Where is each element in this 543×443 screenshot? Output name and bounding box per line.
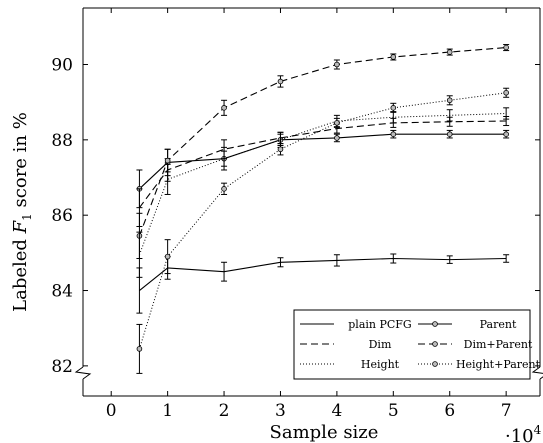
data-point xyxy=(221,186,227,192)
data-point xyxy=(390,105,397,111)
data-point xyxy=(277,146,284,153)
series-height xyxy=(136,107,510,278)
series-plain-pcfg xyxy=(136,253,510,314)
legend-marker xyxy=(432,361,438,367)
data-point xyxy=(136,346,143,352)
legend-label: Dim xyxy=(369,338,392,351)
x-axis-multiplier: ·104 xyxy=(505,423,542,443)
data-point xyxy=(334,61,340,68)
series-line xyxy=(138,92,507,350)
y-tick-label: 86 xyxy=(51,206,73,226)
series-height-parent xyxy=(136,87,510,374)
x-tick-label: 6 xyxy=(444,401,455,421)
y-tick-label: 84 xyxy=(51,282,73,302)
data-point xyxy=(503,89,509,96)
data-point xyxy=(164,157,171,164)
legend-entry: Dim xyxy=(300,338,392,351)
data-point xyxy=(334,120,340,126)
y-tick-label: 82 xyxy=(51,357,73,377)
legend-entry: plain PCFG xyxy=(300,318,412,331)
data-point xyxy=(446,49,453,55)
legend-label: Parent xyxy=(480,318,517,331)
legend-box xyxy=(293,309,531,380)
legend-entry: Dim+Parent xyxy=(418,338,533,351)
x-tick-label: 2 xyxy=(219,401,230,421)
series-line xyxy=(138,120,507,208)
plot-frame: 0 1 2 3 4 5 6 7 82 84 86 88 90 xyxy=(51,7,543,421)
legend-entry: Height+Parent xyxy=(418,358,541,371)
series-line xyxy=(138,47,507,237)
data-point xyxy=(277,78,284,85)
legend-marker xyxy=(432,321,438,327)
series-line xyxy=(138,112,507,255)
legend-entry: Parent xyxy=(418,318,517,331)
legend-marker xyxy=(432,341,438,347)
legend-label: Height+Parent xyxy=(456,358,541,371)
legend-entry: Height xyxy=(300,358,400,371)
x-tick-label: 5 xyxy=(388,401,399,421)
legend-label: Height xyxy=(361,358,400,371)
y-tick-label: 88 xyxy=(51,131,73,151)
data-point xyxy=(221,105,227,111)
x-tick-label: 7 xyxy=(501,401,512,421)
data-point xyxy=(334,135,340,141)
y-tick-label: 90 xyxy=(51,56,73,76)
data-point xyxy=(164,253,171,260)
x-tick-label: 3 xyxy=(275,401,286,421)
data-point xyxy=(446,131,453,137)
x-axis-label: Sample size xyxy=(270,422,379,443)
axis-break-left xyxy=(74,366,92,380)
legend: plain PCFG Parent Dim Dim+Parent Height Heigh… xyxy=(293,309,541,380)
axis-break-right xyxy=(531,366,543,380)
x-tick-label: 0 xyxy=(106,401,117,421)
series-dim xyxy=(136,115,510,227)
data-point xyxy=(390,131,397,137)
data-point xyxy=(503,131,509,137)
y-axis-label: Labeled F1 score in % xyxy=(10,112,34,312)
data-point xyxy=(446,97,453,104)
series-line xyxy=(139,257,507,291)
series-parent xyxy=(136,129,510,209)
series-layer xyxy=(136,44,510,374)
legend-label: Dim+Parent xyxy=(464,338,533,351)
data-point xyxy=(503,44,509,51)
x-tick-label: 1 xyxy=(162,401,173,421)
x-tick-label: 4 xyxy=(331,401,342,421)
legend-label: plain PCFG xyxy=(348,318,411,331)
series-line xyxy=(139,133,507,190)
data-point xyxy=(390,54,397,60)
